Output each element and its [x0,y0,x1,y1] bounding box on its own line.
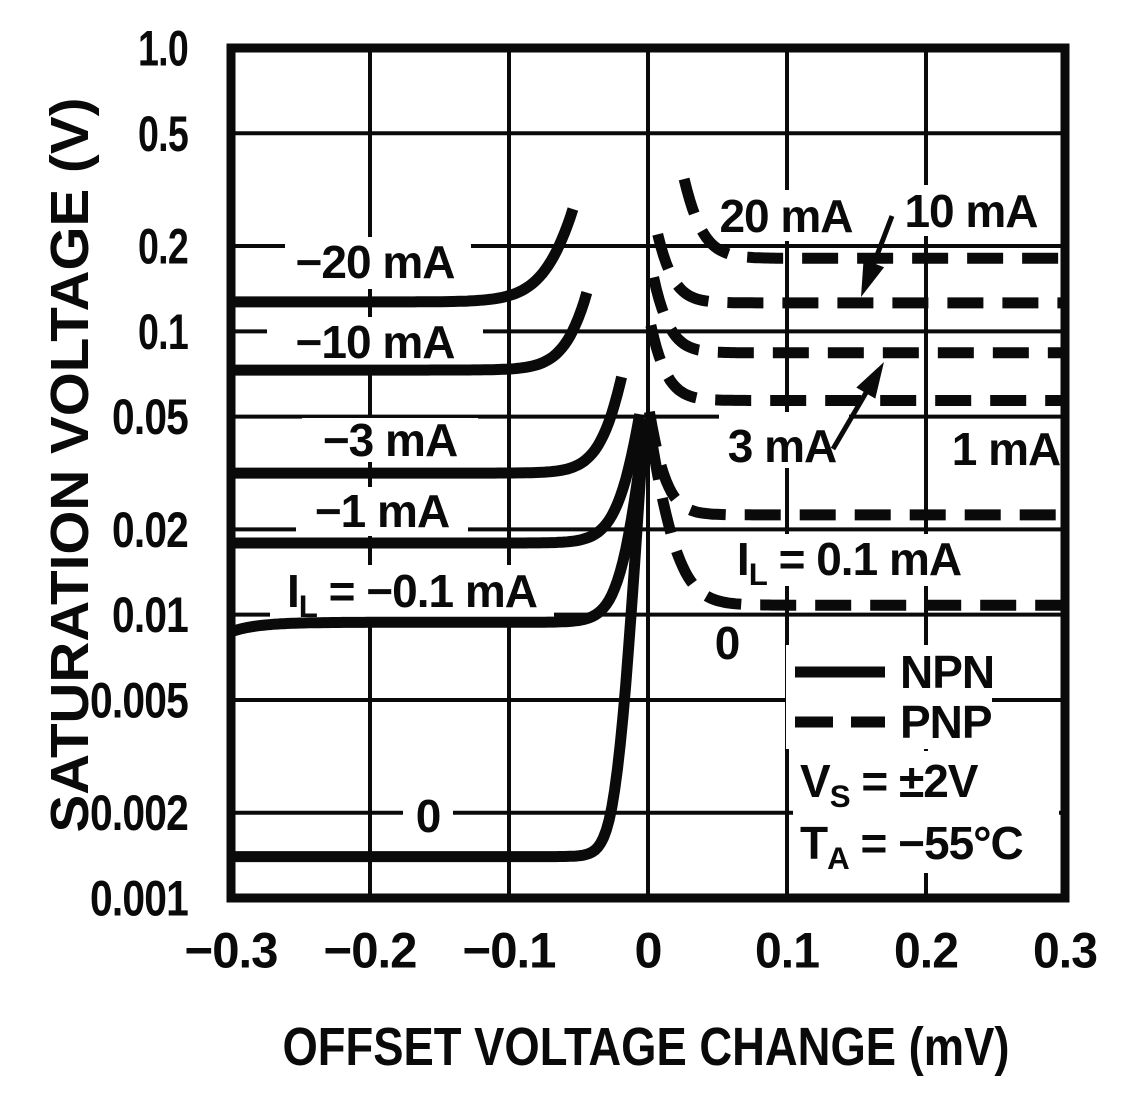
y-tick-label-0-02: 0.02 [112,502,188,558]
curve-npn-il-1ma [231,413,646,549]
x-tick-label-0-2: −0.2 [324,923,417,979]
label-pnp-10ma: 10 mA [904,185,1037,237]
curve-pnp-il-1ma [645,324,1065,406]
y-tick-label-0-2: 0.2 [138,219,188,275]
x-tick-label-0-1: −0.1 [463,923,556,979]
mask-label-npn-20ma [285,237,471,289]
label-pnp-1ma: 1 mA [952,423,1060,475]
mask-conditions [793,751,1059,873]
mask-label-pnp-20ma [717,190,857,241]
x-tick-label-0-3: −0.3 [185,923,278,979]
mask-label-npn-10ma [267,317,483,367]
x-tick-label-0-3: 0.3 [1033,923,1097,979]
y-axis-title: SATURATION VOLTAGE (V) [40,97,100,832]
arrow-to-10ma-curve-shaft [870,215,895,269]
label-npn-20ma: −20 mA [296,236,455,288]
label-npn-1ma: −1 mA [315,485,449,537]
curve-npn-il-20ma [231,207,579,308]
y-tick-label-0-002: 0.002 [90,785,188,841]
label-pnp-20ma: 20 mA [719,190,852,242]
x-tick-label-0-2: 0.2 [894,923,958,979]
mask-label-npn-1ma [296,487,468,536]
label-pnp-0: 0 [715,617,740,669]
mask-label-pnp-10ma [903,185,1041,236]
mask-label-pnp-1ma [953,426,1061,474]
label-npn-0: 0 [416,790,441,842]
curve-npn-il-0-1ma [229,418,651,638]
curve-npn-il-10ma [231,291,593,376]
y-tick-label-0-005: 0.005 [90,672,188,728]
curve-pnp-il-3ma [648,276,1065,359]
label-npn-0p1ma: IL = −0.1 mA [287,565,537,624]
curve-npn-il-3ma [231,375,627,479]
x-axis-title: OFFSET VOLTAGE CHANGE (mV) [283,1017,1010,1077]
y-tick-label-0-1: 0.1 [138,304,188,360]
legend-label-npn: NPN [900,646,994,698]
y-tick-label-1-0: 1.0 [138,21,188,77]
curve-npn-il-0 [231,423,650,863]
curve-pnp-il-0 [646,443,1065,611]
label-npn-3ma: −3 mA [323,414,457,466]
y-tick-label-0-01: 0.01 [112,587,188,643]
curve-pnp-il-10ma [652,232,1065,309]
y-tick-label-0-5: 0.5 [138,106,188,162]
x-tick-label-0-1: 0.1 [755,923,819,979]
mask-legend [786,645,992,749]
y-tick-label-0-001: 0.001 [90,871,188,927]
condition-supply: VS = ±2V [800,755,979,814]
mask-label-npn-0 [403,792,453,841]
arrow-to-3ma-curve-shaft [830,388,870,451]
legend-label-pnp: PNP [900,696,992,748]
mask-label-pnp-3ma [719,412,849,468]
label-npn-10ma: −10 mA [296,316,455,368]
mask-label-npn-0p1ma [270,565,554,617]
mask-label-pnp-0 [704,620,750,666]
x-tick-label-0: 0 [635,923,662,979]
y-tick-label-0-05: 0.05 [112,389,188,445]
curve-pnp-il-0-1ma [643,410,1065,521]
mask-label-pnp-0p1ma [743,534,957,586]
arrow-to-10ma-curve-head [861,259,885,297]
mask-label-npn-3ma [302,418,478,462]
label-pnp-0p1ma: IL = 0.1 mA [737,533,961,592]
arrow-to-3ma-curve-head [856,362,884,399]
label-pnp-3ma: 3 mA [728,420,836,472]
condition-temperature: TA = −55°C [800,817,1023,876]
